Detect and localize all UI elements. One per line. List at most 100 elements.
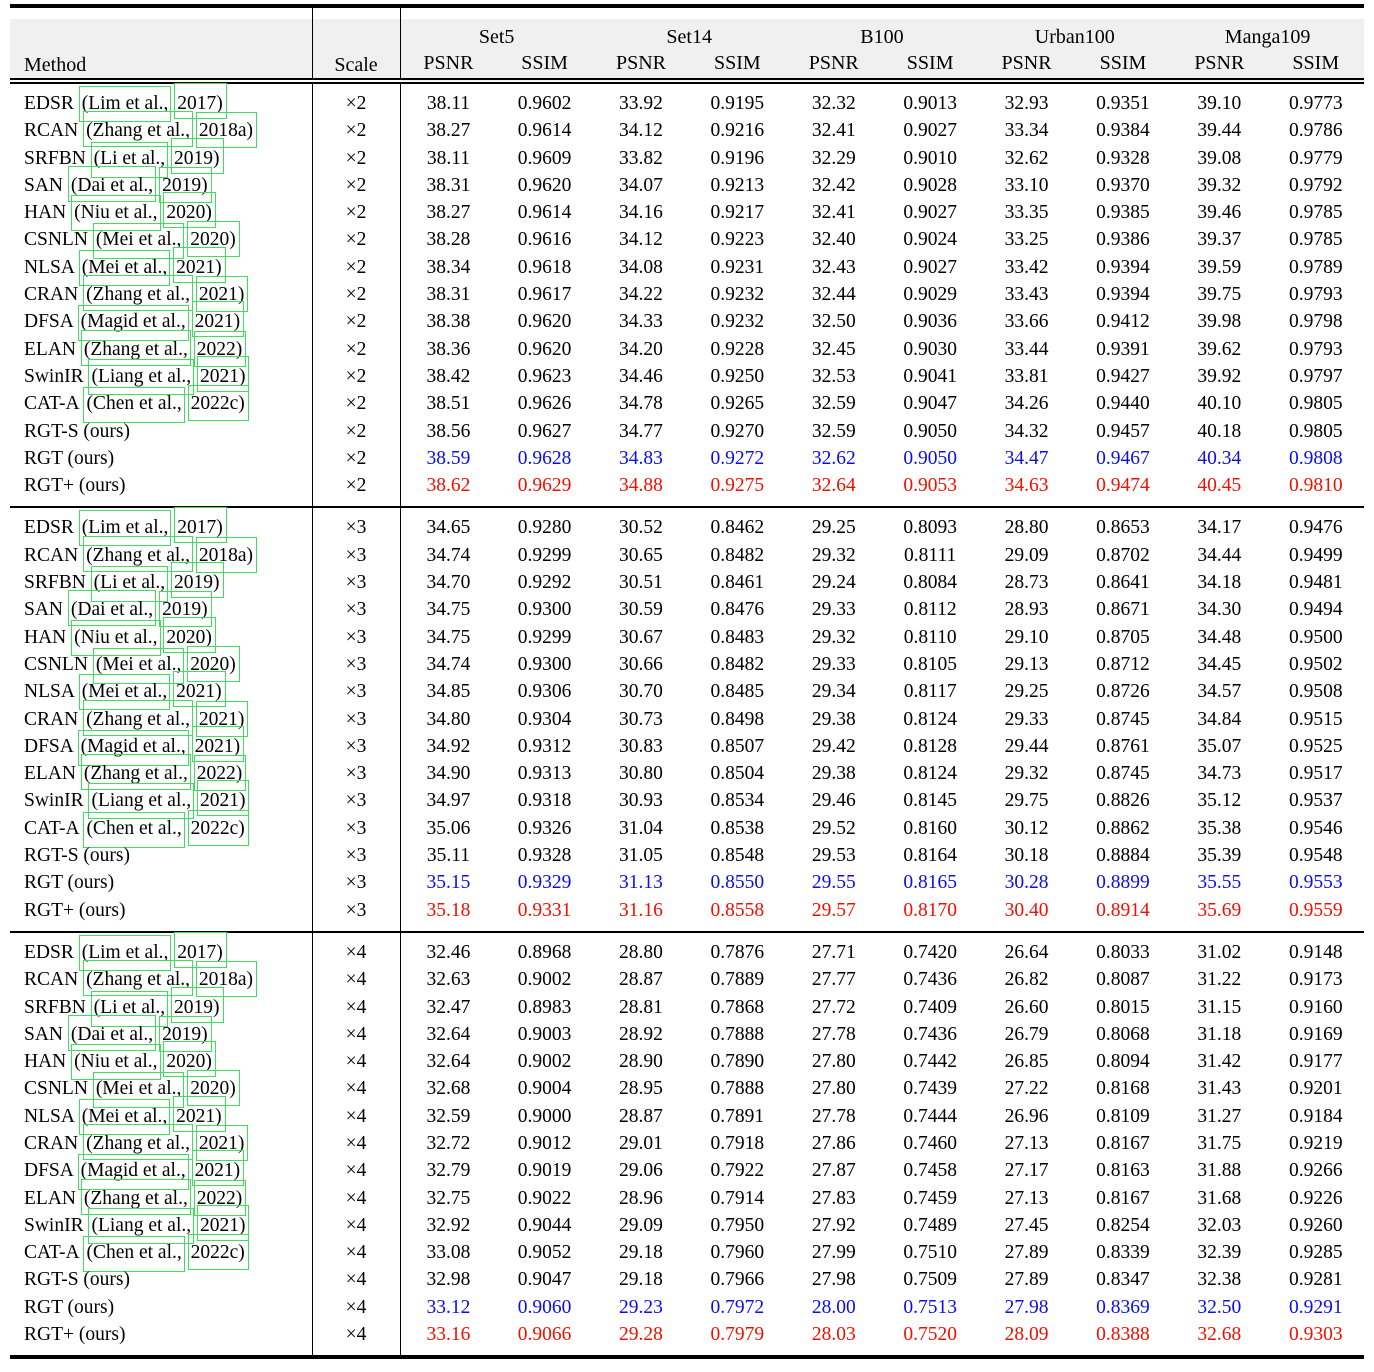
metric-value-cell: 32.42 — [811, 174, 856, 196]
method-name: RGT-S (ours) — [24, 1269, 130, 1291]
metric-value-cell: 32.50 — [1197, 1296, 1242, 1318]
metric-value-cell: 0.8705 — [1096, 626, 1150, 648]
table-row: HAN (Niu et al., 2020) ×4 32.64 0.9002 28.… — [10, 1041, 1364, 1081]
metric-value-cell: 31.18 — [1197, 1023, 1242, 1045]
scale-cell: ×2 — [312, 362, 401, 391]
metric-value-cell: 0.9030 — [903, 338, 957, 360]
metric-value-cell: 0.8347 — [1096, 1269, 1150, 1291]
method-cell: CRAN (Zhang et al., 2021) — [10, 275, 313, 313]
citation-year-annotation-box: 2022) — [193, 1179, 247, 1216]
metric-value-cell: 0.9808 — [1288, 447, 1343, 469]
citation-year-annotation-box: 2020) — [163, 616, 216, 653]
method-cell: RGT-S (ours) — [10, 842, 313, 870]
metric-value-cell: 0.9291 — [1288, 1296, 1343, 1318]
method-header-label: Method — [24, 54, 87, 76]
scale-cell: ×4 — [312, 1293, 401, 1322]
metric-value-cell: 0.9232 — [710, 284, 765, 306]
table-row: HAN (Niu et al., 2020) ×2 38.27 0.9614 34.… — [10, 192, 1364, 232]
metric-value-cell: 29.55 — [811, 872, 856, 894]
method-cell: NLSA (Mei et al., 2021) — [10, 246, 313, 286]
metric-value-cell: 0.9232 — [710, 311, 765, 333]
method-name: RCAN — [24, 120, 84, 142]
metric-value-cell: 0.9793 — [1288, 284, 1343, 306]
metric-value-cell: 34.83 — [619, 447, 663, 469]
citation-annotation-box: (Dai et al., — [67, 590, 157, 627]
metric-value-cell: 0.8761 — [1096, 735, 1150, 757]
metric-value-cell: 32.68 — [1197, 1324, 1242, 1346]
metric-value-cell: 0.9500 — [1288, 626, 1343, 648]
metric-value-cell: 34.74 — [426, 544, 471, 566]
method-cell: HAN (Niu et al., 2020) — [10, 616, 313, 656]
scale-cell: ×3 — [312, 814, 401, 843]
metric-value-cell: 26.64 — [1004, 941, 1049, 963]
metric-value-cell: 0.8712 — [1096, 653, 1150, 675]
metric-value-cell: 32.41 — [811, 120, 856, 142]
metric-value-cell: 0.9481 — [1288, 572, 1343, 594]
metric-value-cell: 34.20 — [619, 338, 663, 360]
method-name: ELAN — [24, 1187, 81, 1209]
metric-value-cell: 0.9027 — [903, 202, 957, 224]
metric-value-cell: 34.17 — [1197, 517, 1242, 539]
column-header-ssim: SSIM — [496, 50, 593, 81]
citation-year-annotation-box: 2020) — [187, 1070, 240, 1107]
method-cell: DFSA (Magid et al., 2021) — [10, 725, 313, 766]
metric-value-cell: 27.78 — [811, 1023, 856, 1045]
citation-year-annotation-box: 2020) — [187, 645, 240, 682]
metric-value-cell: 39.59 — [1197, 256, 1242, 278]
method-cell: SwinIR (Liang et al., 2021) — [10, 780, 313, 820]
metric-value-cell: 27.77 — [811, 969, 856, 991]
method-name: RGT (ours) — [24, 447, 115, 469]
metric-value-cell: 31.43 — [1197, 1078, 1242, 1100]
metric-value-cell: 0.7960 — [710, 1242, 765, 1264]
metric-value-cell: 0.8485 — [710, 681, 765, 703]
metric-value-cell: 0.8702 — [1096, 544, 1150, 566]
metric-value-cell: 39.32 — [1197, 174, 1242, 196]
metric-value-cell: 0.9328 — [1096, 147, 1150, 169]
metric-value-cell: 0.9066 — [517, 1324, 572, 1346]
metric-value-cell: 29.32 — [1004, 763, 1049, 785]
metric-value-cell: 0.9614 — [517, 202, 572, 224]
citation-annotation-box: (Li et al., — [90, 990, 169, 1027]
metric-value-cell: 0.8170 — [903, 899, 957, 921]
metric-value-cell: 0.9609 — [517, 147, 572, 169]
metric-value-cell: 34.77 — [619, 420, 663, 442]
metric-value-cell: 32.72 — [426, 1132, 471, 1154]
method-name: EDSR — [24, 517, 79, 539]
metric-value-cell: 34.12 — [619, 229, 663, 251]
metric-value-cell: 0.8087 — [1096, 969, 1150, 991]
table-row: RCAN (Zhang et al., 2018a) ×3 34.74 0.929… — [10, 535, 1364, 573]
method-cell: CSNLN (Mei et al., 2020) — [10, 221, 313, 260]
metric-value-cell: 32.50 — [811, 311, 856, 333]
citation-year-annotation-box: 2019) — [159, 591, 212, 628]
metric-value-cell: 27.78 — [811, 1105, 856, 1127]
metric-value-cell: 34.48 — [1197, 626, 1242, 648]
metric-value-cell: 29.18 — [619, 1242, 663, 1264]
metric-value-cell: 0.9331 — [517, 899, 572, 921]
metric-value-cell: 0.7889 — [710, 969, 765, 991]
metric-value-cell: 0.7972 — [710, 1296, 765, 1318]
metric-value-cell: 28.73 — [1004, 572, 1049, 594]
metric-value-cell: 0.7458 — [903, 1160, 957, 1182]
metric-value-cell: 34.46 — [619, 365, 663, 387]
method-cell: EDSR (Lim et al., 2017) — [10, 81, 313, 122]
metric-value-cell: 0.8339 — [1096, 1242, 1150, 1264]
method-cell: CAT-A (Chen et al., 2022c) — [10, 1234, 313, 1273]
metric-value-cell: 0.7444 — [903, 1105, 957, 1127]
metric-value-cell: 30.80 — [619, 763, 663, 785]
metric-value-cell: 28.80 — [1004, 517, 1049, 539]
citation-year-annotation-box: 2021) — [196, 780, 250, 817]
metric-value-cell: 0.9013 — [903, 93, 957, 114]
method-name: NLSA — [24, 681, 79, 703]
column-header-dataset-urban100: Urban100 — [978, 6, 1172, 50]
metric-value-cell: 38.11 — [426, 147, 471, 169]
metric-value-cell: 27.89 — [1004, 1242, 1049, 1264]
citation-year-annotation-box: 2019) — [171, 562, 224, 599]
scale-cell: ×3 — [312, 842, 401, 870]
table-row: SRFBN (Li et al., 2019) ×3 34.70 0.9292 30… — [10, 562, 1364, 603]
scale-cell: ×2 — [312, 117, 401, 145]
metric-value-cell: 0.8862 — [1096, 817, 1150, 839]
metric-value-cell: 0.9548 — [1288, 845, 1343, 867]
metric-value-cell: 0.9351 — [1096, 93, 1150, 114]
metric-value-cell: 0.7509 — [903, 1269, 957, 1291]
